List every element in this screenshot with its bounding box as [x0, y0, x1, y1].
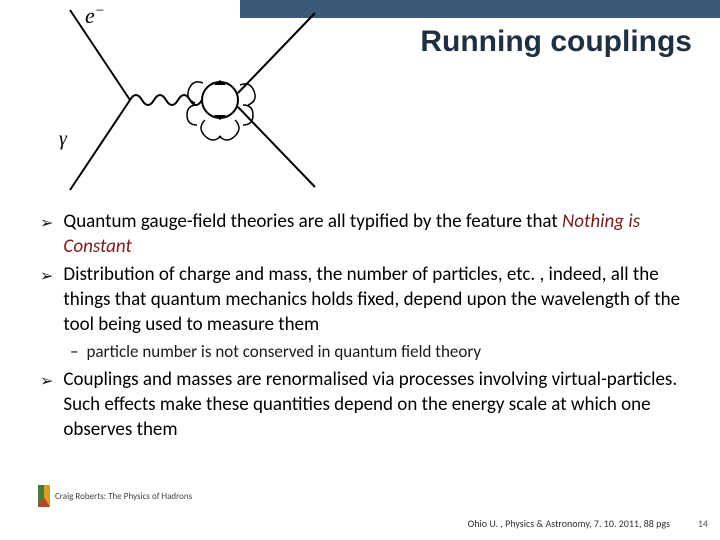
bullet-item: ➢ Couplings and masses are renormalised …: [40, 368, 690, 442]
slide-title: Running couplings: [420, 25, 692, 59]
chevron-icon: ➢: [40, 266, 53, 286]
chevron-icon: ➢: [40, 371, 53, 391]
feynman-diagram: e− γ: [55, 5, 335, 195]
content-area: ➢ Quantum gauge-field theories are all t…: [40, 210, 690, 447]
bullet-text: Couplings and masses are renormalised vi…: [63, 368, 690, 442]
dash-icon: –: [70, 341, 78, 362]
footer-caption: Craig Roberts: The Physics of Hadrons: [55, 491, 192, 502]
sub-bullet-text: particle number is not conserved in quan…: [86, 341, 481, 362]
bullet-item: ➢ Quantum gauge-field theories are all t…: [40, 210, 690, 259]
page-number: 14: [698, 517, 708, 530]
logo-icon: [38, 485, 50, 507]
sub-bullet-item: – particle number is not conserved in qu…: [70, 341, 690, 362]
footer-reference: Ohio U. , Physics & Astronomy, 7. 10. 20…: [468, 517, 670, 530]
photon-label: γ: [59, 128, 68, 150]
bullet-item: ➢ Distribution of charge and mass, the n…: [40, 263, 690, 337]
chevron-icon: ➢: [40, 213, 53, 233]
bullet-text: Distribution of charge and mass, the num…: [63, 263, 690, 337]
bullet-text: Quantum gauge-field theories are all typ…: [63, 210, 690, 259]
electron-label: e−: [85, 5, 105, 28]
